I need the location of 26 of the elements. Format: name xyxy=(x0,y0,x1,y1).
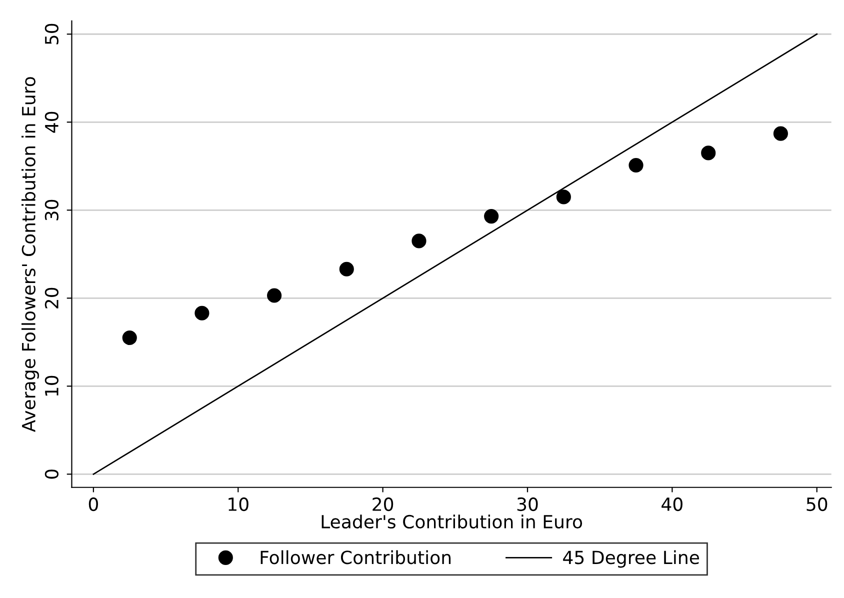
y-tick-label: 50 xyxy=(44,24,59,44)
point xyxy=(412,234,426,248)
point xyxy=(556,190,571,204)
y-tick-label: 0 xyxy=(44,470,59,479)
point xyxy=(267,288,282,303)
point xyxy=(194,306,210,320)
point xyxy=(773,126,788,141)
point xyxy=(339,262,354,276)
y-tick-label: 10 xyxy=(44,376,59,396)
legend-label: Follower Contribution xyxy=(260,550,451,564)
y-axis-title: Average Followers' Contribution in Euro xyxy=(22,77,39,432)
x-axis-title: Leader's Contribution in Euro xyxy=(322,514,582,529)
point xyxy=(628,158,644,173)
point xyxy=(701,146,716,160)
legend-label: 45 Degree Line xyxy=(563,550,700,568)
x-tick-label: 10 xyxy=(228,497,248,512)
x-tick-label: 0 xyxy=(88,497,98,512)
y-tick-label: 20 xyxy=(44,288,59,308)
x-tick-label: 50 xyxy=(806,497,828,512)
point xyxy=(122,330,137,346)
point xyxy=(484,209,499,224)
x-tick-label: 20 xyxy=(372,497,394,512)
x-tick-label: 40 xyxy=(662,497,682,512)
y-tick-label: 30 xyxy=(44,200,59,220)
x-tick-label: 30 xyxy=(517,497,538,512)
y-tick-label: 40 xyxy=(44,112,59,133)
